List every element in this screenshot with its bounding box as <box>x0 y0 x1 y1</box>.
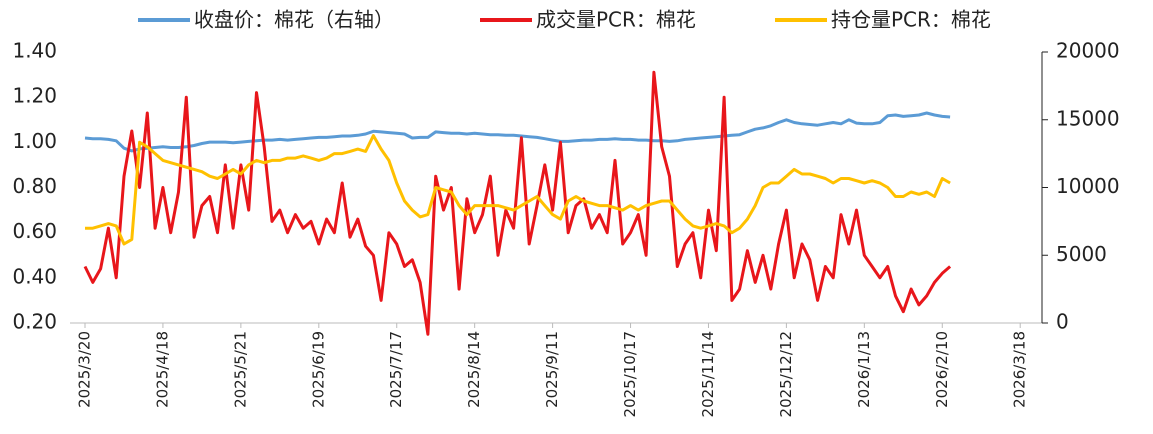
y2-tick-label: 10000 <box>1056 174 1120 198</box>
legend-label: 持仓量PCR：棉花 <box>831 8 991 32</box>
y-tick-label: 0.80 <box>12 174 57 198</box>
x-tick-label: 2025/4/18 <box>153 331 171 408</box>
series-line <box>85 134 951 246</box>
y2-tick-label: 20000 <box>1056 39 1120 63</box>
x-tick-label: 2025/7/17 <box>387 331 405 408</box>
y-tick-label: 0.40 <box>12 264 57 288</box>
x-tick-label: 2025/12/12 <box>777 331 795 417</box>
y-tick-label: 1.20 <box>12 84 57 108</box>
y-tick-label: 0.60 <box>12 219 57 243</box>
y2-tick-label: 0 <box>1056 310 1069 334</box>
series-line <box>84 111 951 153</box>
legend-label: 成交量PCR：棉花 <box>536 8 696 32</box>
x-tick-label: 2025/10/17 <box>621 331 639 417</box>
x-tick-label: 2025/5/21 <box>231 331 249 408</box>
series-line <box>83 70 952 336</box>
x-tick-label: 2025/6/19 <box>309 331 327 408</box>
x-tick-label: 2026/2/10 <box>933 331 951 408</box>
legend-label: 收盘价：棉花（右轴） <box>194 8 394 32</box>
y-tick-label: 0.20 <box>12 310 57 334</box>
x-tick-label: 2025/11/14 <box>699 331 717 417</box>
y2-tick-label: 5000 <box>1056 242 1107 266</box>
x-tick-label: 2025/3/20 <box>76 331 94 408</box>
y2-tick-label: 15000 <box>1056 106 1120 130</box>
x-tick-label: 2026/1/13 <box>855 331 873 408</box>
x-tick-label: 2025/9/11 <box>543 331 561 408</box>
x-tick-label: 2026/3/18 <box>1011 331 1029 408</box>
y-tick-label: 1.00 <box>12 129 57 153</box>
y-tick-label: 1.40 <box>12 39 57 63</box>
x-tick-label: 2025/8/14 <box>465 331 483 408</box>
